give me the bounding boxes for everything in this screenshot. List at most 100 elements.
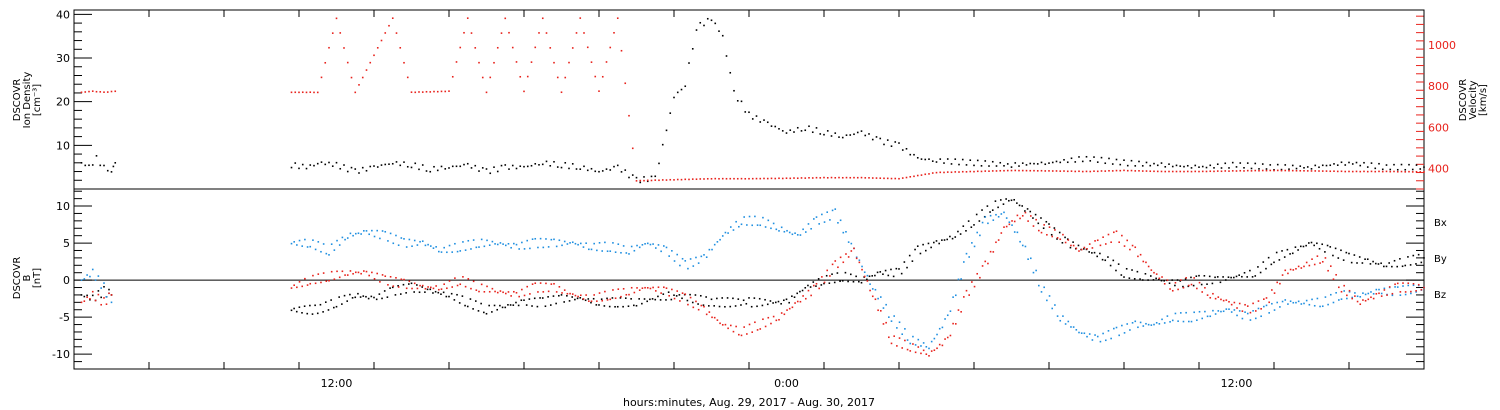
point [695,29,698,31]
point [408,238,411,241]
point [1316,255,1319,257]
point [1231,170,1234,172]
point [574,242,577,245]
point [1000,213,1003,215]
point [317,273,320,275]
point [1343,290,1345,292]
point [616,17,619,20]
point [855,275,857,278]
point [429,286,432,289]
point [1038,284,1040,287]
point [1063,158,1065,161]
point [110,90,113,93]
point [1078,170,1080,173]
point [1104,339,1107,342]
point [1273,168,1275,171]
point [845,230,847,233]
point [799,234,802,236]
point [301,245,304,247]
point [541,163,544,166]
point [1074,161,1077,163]
point [1325,164,1328,167]
point [834,176,837,179]
point [488,304,490,307]
point [322,311,324,313]
point [1054,304,1056,306]
point [384,32,387,34]
point [539,237,542,240]
legend-bx: Bx [1434,218,1447,229]
point [1284,299,1287,301]
point [1200,283,1203,286]
point [984,160,987,162]
point [823,282,825,285]
point [1364,258,1366,261]
point [1115,269,1117,272]
point [863,271,866,274]
point [1380,295,1383,297]
point [1370,296,1372,299]
point [1344,170,1347,173]
point [906,348,909,351]
point [381,230,384,232]
point [951,237,954,240]
point [750,305,753,308]
point [97,290,100,292]
point [1123,169,1125,172]
point [1297,249,1299,251]
point [639,181,642,184]
point [454,242,456,245]
point [997,215,1000,218]
point [577,295,579,298]
point [333,306,335,309]
point [875,177,878,179]
point [513,242,515,245]
point [1184,278,1187,280]
point [549,304,552,306]
point [1147,265,1150,268]
point [472,239,475,241]
point [1288,169,1290,172]
point [743,326,745,328]
point [294,91,297,94]
point [767,219,770,222]
point [860,176,863,179]
point [419,284,421,287]
point [354,168,357,170]
point [844,271,847,274]
point [744,111,747,113]
point [1005,217,1008,219]
point [975,213,978,216]
point [1423,286,1425,289]
point [496,243,499,246]
point [871,138,874,141]
point [688,178,690,181]
point [713,305,715,307]
point [1182,286,1185,289]
point [1129,329,1131,331]
point [691,301,694,304]
point [595,304,598,306]
point [114,162,117,164]
point [721,34,724,37]
point [708,305,710,307]
point [670,298,673,301]
point [868,133,870,135]
point [566,243,569,245]
point [1279,282,1281,285]
point [697,262,700,264]
point [88,90,90,93]
point [429,288,432,291]
point [444,168,447,170]
point [408,283,410,285]
point [973,164,975,167]
point [905,147,908,150]
point [995,165,998,167]
point [1201,317,1204,320]
point [306,284,309,286]
point [1077,244,1080,247]
point [1194,170,1197,173]
point [892,275,895,278]
point [1335,291,1337,294]
point [1070,170,1073,172]
